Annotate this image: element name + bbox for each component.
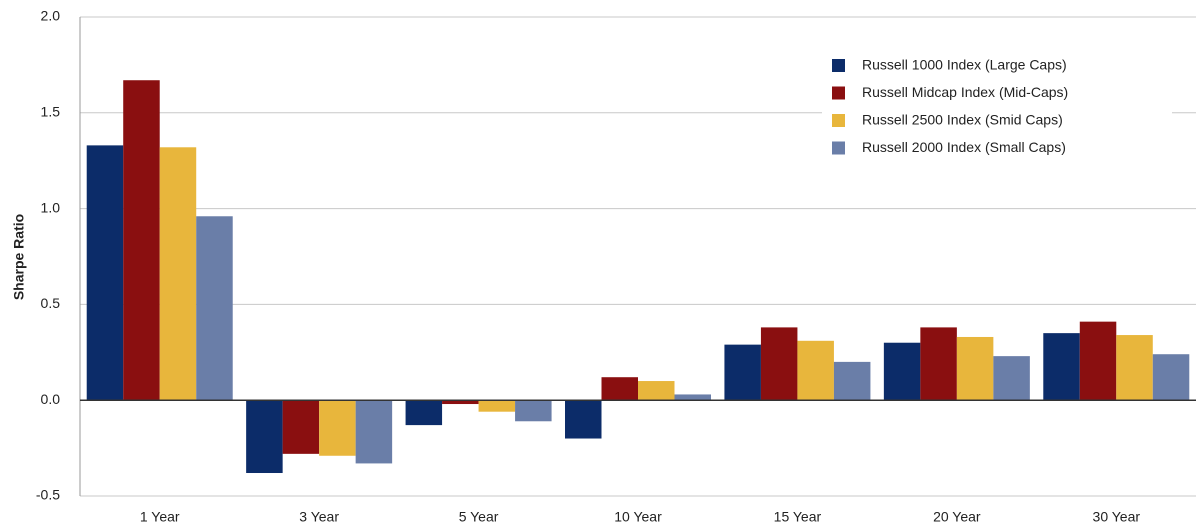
legend-box [822, 50, 1172, 165]
bar [319, 400, 356, 456]
bar [86, 145, 124, 401]
x-tick-label: 15 Year [774, 509, 822, 525]
bar [883, 342, 921, 401]
bar [797, 340, 834, 401]
bar [159, 147, 197, 401]
x-tick-label: 10 Year [614, 509, 662, 525]
bar [638, 381, 675, 401]
legend-label: Russell 2000 Index (Small Caps) [862, 139, 1066, 155]
bar [1079, 321, 1117, 401]
y-tick-label: 0.0 [41, 391, 61, 407]
bar [282, 400, 320, 454]
legend-swatch [832, 59, 845, 72]
legend-swatch [832, 141, 845, 155]
x-tick-label: 5 Year [459, 509, 499, 525]
bar [724, 344, 761, 401]
legend-label: Russell 2500 Index (Smid Caps) [862, 112, 1063, 128]
x-tick-label: 20 Year [933, 509, 981, 525]
bar [442, 400, 479, 405]
bar [1152, 354, 1190, 401]
y-tick-label: -0.5 [36, 487, 60, 503]
legend-swatch [832, 86, 845, 100]
bar [1043, 333, 1080, 401]
y-tick-label: 0.5 [41, 295, 61, 311]
legend-label: Russell 1000 Index (Large Caps) [862, 57, 1067, 73]
bar [123, 80, 160, 401]
bar [1116, 335, 1153, 401]
bar [196, 216, 233, 401]
bar [405, 400, 443, 426]
bar [478, 400, 516, 412]
bar [246, 400, 283, 474]
y-tick-label: 1.5 [41, 104, 61, 120]
bar [565, 400, 602, 439]
bar [956, 336, 994, 401]
y-tick-label: 2.0 [41, 8, 61, 24]
bar [833, 361, 871, 401]
bar [515, 400, 552, 422]
legend-swatch [832, 114, 845, 127]
x-tick-label: 1 Year [140, 509, 180, 525]
bar [674, 394, 711, 401]
bar [993, 356, 1030, 401]
bar [760, 327, 798, 401]
legend-label: Russell Midcap Index (Mid-Caps) [862, 84, 1068, 100]
y-axis-label: Sharpe Ratio [11, 214, 27, 300]
x-tick-label: 3 Year [299, 509, 339, 525]
bar [601, 377, 638, 401]
bar [355, 400, 393, 464]
bar [920, 327, 957, 401]
y-tick-label: 1.0 [41, 199, 61, 215]
x-tick-label: 30 Year [1093, 509, 1141, 525]
